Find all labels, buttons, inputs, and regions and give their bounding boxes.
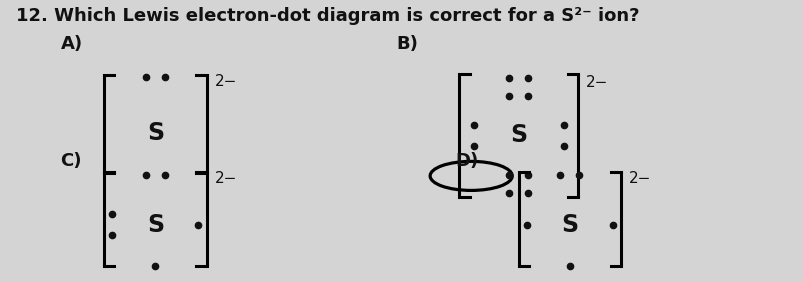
Text: S: S [509, 124, 527, 147]
Text: 2−: 2− [214, 74, 237, 89]
Text: 2−: 2− [214, 171, 237, 186]
Text: S: S [147, 121, 164, 145]
Text: S: S [560, 213, 577, 237]
Text: 12. Which Lewis electron-dot diagram is correct for a S²⁻ ion?: 12. Which Lewis electron-dot diagram is … [15, 7, 638, 25]
Text: B): B) [396, 35, 418, 53]
Text: 2−: 2− [585, 75, 607, 90]
Text: C): C) [60, 152, 82, 170]
Text: A): A) [60, 35, 83, 53]
Text: D): D) [454, 152, 478, 170]
Text: 2−: 2− [628, 171, 650, 186]
Text: S: S [147, 213, 164, 237]
